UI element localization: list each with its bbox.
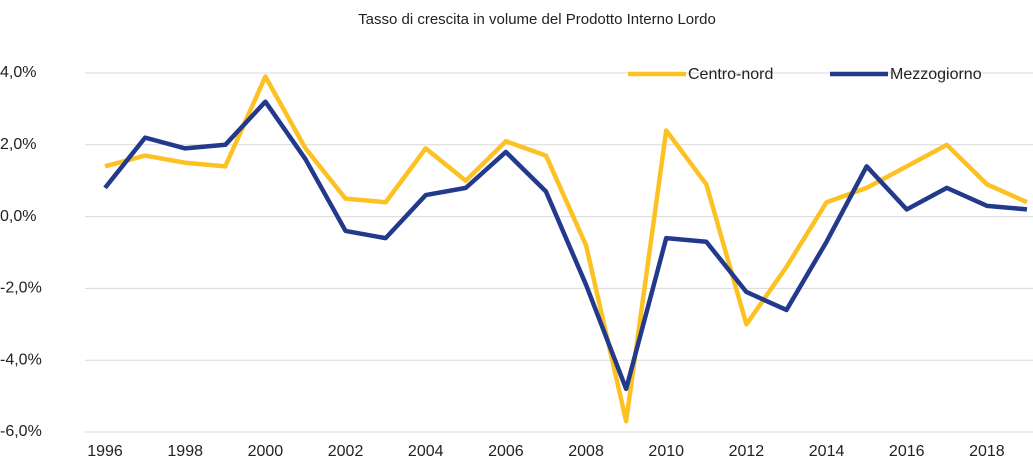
- x-tick-label: 2010: [648, 443, 684, 460]
- x-tick-label: 2014: [809, 443, 845, 460]
- y-tick-label: 4,0%: [0, 64, 36, 81]
- y-tick-label: -6,0%: [0, 423, 42, 440]
- series-line: [104, 74, 1028, 424]
- legend-label: Centro-nord: [688, 66, 773, 83]
- x-tick-label: 2016: [889, 443, 925, 460]
- x-tick-label: 1996: [87, 443, 123, 460]
- x-tick-label: 2018: [969, 443, 1005, 460]
- x-tick-label: 2002: [328, 443, 364, 460]
- y-tick-label: 0,0%: [0, 208, 36, 225]
- legend-label: Mezzogiorno: [890, 66, 982, 83]
- x-tick-label: 2004: [408, 443, 444, 460]
- y-tick-label: -2,0%: [0, 280, 42, 297]
- x-tick-label: 2006: [488, 443, 524, 460]
- x-tick-label: 2012: [729, 443, 765, 460]
- x-tick-label: 2000: [248, 443, 284, 460]
- series-line: [103, 99, 1028, 392]
- y-tick-label: 2,0%: [0, 136, 36, 153]
- x-tick-label: 1998: [167, 443, 203, 460]
- x-tick-label: 2008: [568, 443, 604, 460]
- chart-title: Tasso di crescita in volume del Prodotto…: [358, 11, 716, 28]
- y-tick-label: -4,0%: [0, 351, 42, 368]
